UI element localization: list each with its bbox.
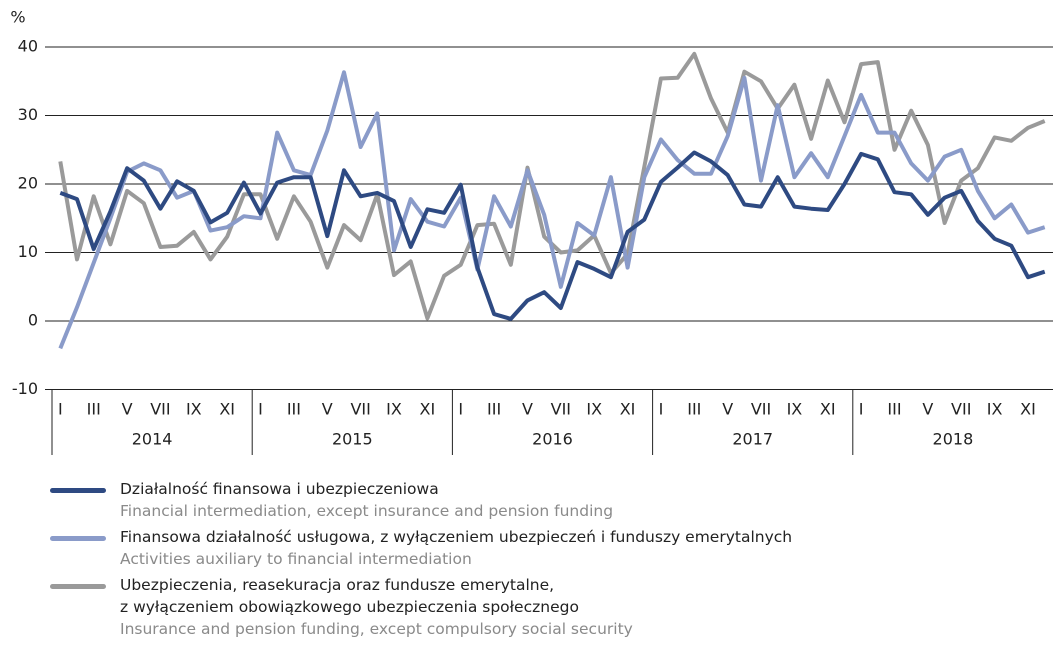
x-tick-label: III [487, 400, 501, 419]
x-tick-label: IX [787, 400, 803, 419]
x-tick-label: VII [150, 400, 170, 419]
x-tick-label: III [287, 400, 301, 419]
legend-swatch [50, 584, 106, 589]
x-tick-label: III [87, 400, 101, 419]
y-tick-label: 0 [28, 311, 38, 330]
series-line [58, 70, 1046, 350]
x-tick-label: IX [186, 400, 202, 419]
x-tick-label: V [922, 400, 933, 419]
x-tick-label: VII [350, 400, 370, 419]
legend-name-en: Insurance and pension funding, except co… [120, 620, 633, 638]
x-tick-label: XI [620, 400, 636, 419]
x-tick-label: VII [551, 400, 571, 419]
y-tick-label: 10 [18, 242, 38, 261]
x-tick-label: IX [386, 400, 402, 419]
legend-entry: Działalność finansowa i ubezpieczeniowa F… [120, 478, 613, 522]
x-tick-label: I [258, 400, 263, 419]
year-label: 2018 [933, 430, 974, 449]
year-label: 2016 [532, 430, 573, 449]
legend-swatch [50, 488, 106, 493]
x-tick-label: III [687, 400, 701, 419]
y-tick-label: 20 [18, 174, 38, 193]
y-tick-label: 30 [18, 105, 38, 124]
year-label: 2014 [132, 430, 173, 449]
year-label: 2017 [732, 430, 773, 449]
legend-name: Finansowa działalność usługowa, z wyłącz… [120, 528, 793, 546]
x-tick-label: I [659, 400, 664, 419]
x-tick-label: IX [987, 400, 1003, 419]
y-axis-label: % [10, 8, 25, 27]
x-tick-label: I [859, 400, 864, 419]
x-tick-label: V [522, 400, 533, 419]
x-tick-label: VII [751, 400, 771, 419]
series-line [59, 150, 1046, 321]
x-tick-label: XI [1020, 400, 1036, 419]
x-tick-label: V [322, 400, 333, 419]
legend-entry: Finansowa działalność usługowa, z wyłącz… [120, 526, 792, 570]
legend-name: Działalność finansowa i ubezpieczeniowa [120, 480, 439, 498]
x-tick-label: III [887, 400, 901, 419]
series-line [58, 51, 1046, 321]
x-tick-label: XI [820, 400, 836, 419]
x-tick-label: I [58, 400, 63, 419]
x-tick-label: I [458, 400, 463, 419]
year-label: 2015 [332, 430, 373, 449]
legend-entry: Ubezpieczenia, reasekuracja oraz fundusz… [120, 574, 633, 640]
x-tick-label: XI [420, 400, 436, 419]
y-tick-label: 40 [18, 37, 38, 56]
x-tick-label: V [122, 400, 133, 419]
legend-name-en: Financial intermediation, except insuran… [120, 502, 614, 520]
legend-name: Ubezpieczenia, reasekuracja oraz fundusz… [120, 576, 579, 616]
x-tick-label: XI [219, 400, 235, 419]
legend-name-en: Activities auxiliary to financial interm… [120, 550, 472, 568]
x-tick-label: VII [951, 400, 971, 419]
legend-swatch [50, 536, 106, 541]
y-tick-label: -10 [12, 379, 38, 398]
x-tick-label: V [722, 400, 733, 419]
x-tick-label: IX [586, 400, 602, 419]
